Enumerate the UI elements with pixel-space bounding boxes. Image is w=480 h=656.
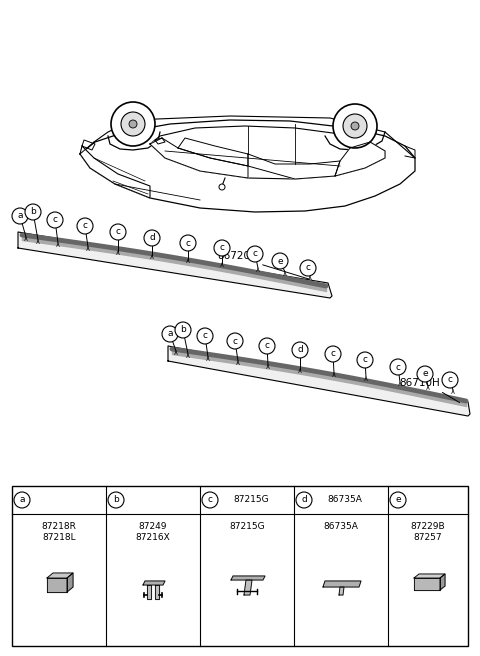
Text: 86720H: 86720H <box>217 251 258 261</box>
Circle shape <box>77 218 93 234</box>
Text: 87229B: 87229B <box>411 522 445 531</box>
Polygon shape <box>335 142 385 176</box>
Text: a: a <box>17 211 23 220</box>
Circle shape <box>442 372 458 388</box>
Bar <box>12 486 468 646</box>
Text: c: c <box>331 350 336 358</box>
Polygon shape <box>414 574 445 578</box>
Text: 86735A: 86735A <box>324 522 359 531</box>
Circle shape <box>300 260 316 276</box>
Text: 87215G: 87215G <box>233 495 269 504</box>
Text: c: c <box>396 363 400 371</box>
Text: a: a <box>19 495 25 504</box>
Circle shape <box>351 122 359 130</box>
Text: c: c <box>52 216 58 224</box>
Circle shape <box>12 208 28 224</box>
Polygon shape <box>323 581 361 587</box>
Text: b: b <box>180 325 186 335</box>
Polygon shape <box>231 576 265 580</box>
Circle shape <box>202 492 218 508</box>
Text: c: c <box>232 337 238 346</box>
Polygon shape <box>47 573 73 578</box>
Text: e: e <box>422 369 428 379</box>
Circle shape <box>259 338 275 354</box>
Circle shape <box>111 102 155 146</box>
Circle shape <box>25 204 41 220</box>
Text: 87215G: 87215G <box>229 522 265 531</box>
Circle shape <box>180 235 196 251</box>
Circle shape <box>129 120 137 128</box>
Circle shape <box>219 184 225 190</box>
Text: e: e <box>277 256 283 266</box>
Text: c: c <box>447 375 453 384</box>
Text: 87218L: 87218L <box>42 533 76 542</box>
Text: 86710H: 86710H <box>400 378 440 388</box>
Polygon shape <box>339 587 344 595</box>
Polygon shape <box>67 573 73 592</box>
Circle shape <box>110 224 126 240</box>
Circle shape <box>272 253 288 269</box>
Polygon shape <box>150 138 248 178</box>
Text: 87218R: 87218R <box>42 522 76 531</box>
Circle shape <box>417 366 433 382</box>
Circle shape <box>343 114 367 138</box>
Polygon shape <box>143 581 165 585</box>
Circle shape <box>197 328 213 344</box>
Circle shape <box>292 342 308 358</box>
Text: c: c <box>83 222 87 230</box>
Circle shape <box>214 240 230 256</box>
Text: c: c <box>116 228 120 237</box>
Circle shape <box>47 212 63 228</box>
Polygon shape <box>168 346 470 416</box>
Text: b: b <box>113 495 119 504</box>
Circle shape <box>175 322 191 338</box>
Polygon shape <box>440 574 445 590</box>
Polygon shape <box>248 154 340 179</box>
Text: 86735A: 86735A <box>327 495 362 504</box>
Text: d: d <box>301 495 307 504</box>
Circle shape <box>390 492 406 508</box>
Circle shape <box>227 333 243 349</box>
Circle shape <box>333 104 377 148</box>
Polygon shape <box>47 578 67 592</box>
Text: c: c <box>305 264 311 272</box>
Text: c: c <box>207 495 213 504</box>
Circle shape <box>357 352 373 368</box>
Circle shape <box>121 112 145 136</box>
Circle shape <box>144 230 160 246</box>
Polygon shape <box>155 585 159 599</box>
Text: c: c <box>252 249 257 258</box>
Polygon shape <box>80 120 415 212</box>
Text: b: b <box>30 207 36 216</box>
Text: c: c <box>203 331 207 340</box>
Polygon shape <box>178 138 248 166</box>
Text: 87249: 87249 <box>139 522 167 531</box>
Text: 87257: 87257 <box>414 533 442 542</box>
Text: c: c <box>219 243 225 253</box>
Circle shape <box>390 359 406 375</box>
Circle shape <box>325 346 341 362</box>
Polygon shape <box>150 126 385 179</box>
Circle shape <box>296 492 312 508</box>
Text: a: a <box>167 329 173 338</box>
Text: 87216X: 87216X <box>136 533 170 542</box>
Polygon shape <box>244 580 252 595</box>
Text: c: c <box>264 342 269 350</box>
Text: c: c <box>362 356 368 365</box>
Text: d: d <box>297 346 303 354</box>
Polygon shape <box>80 146 150 198</box>
Text: e: e <box>395 495 401 504</box>
Polygon shape <box>147 585 151 599</box>
Circle shape <box>247 246 263 262</box>
Text: d: d <box>149 234 155 243</box>
Polygon shape <box>414 578 440 590</box>
Circle shape <box>108 492 124 508</box>
Polygon shape <box>18 232 332 298</box>
Text: c: c <box>185 239 191 247</box>
Circle shape <box>162 326 178 342</box>
Circle shape <box>14 492 30 508</box>
